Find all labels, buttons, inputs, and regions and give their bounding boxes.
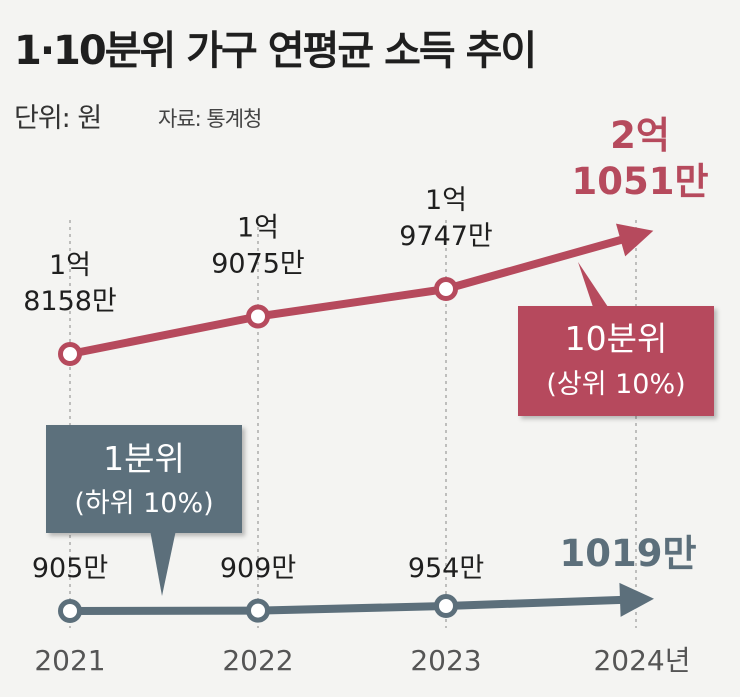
top-decile-label-2021-line1: 1억 (49, 250, 91, 281)
bottom-decile-line (69, 595, 627, 615)
bottom-decile-label-2023: 954만 (408, 553, 484, 584)
bottom-decile-callout-pointer (150, 530, 176, 596)
top-decile-label-2022-line1: 1억 (237, 212, 279, 243)
top-decile-label-2022-line2: 9075만 (211, 248, 305, 279)
source-label: 자료: 통계청 (158, 107, 262, 131)
x-tick-label-2022: 2022 (222, 644, 293, 677)
top-decile-callout-title: 10분위 (565, 319, 668, 358)
top-decile-label-2024-line1: 2억 (610, 114, 670, 157)
unit-label: 단위: 원 (14, 103, 102, 134)
top-decile-callout-subtitle: (상위 10%) (546, 369, 685, 400)
x-tick-label-2024: 2024년 (593, 644, 690, 677)
top-decile-point-2022 (246, 304, 270, 329)
top-decile-label-2023-line1: 1억 (425, 185, 467, 216)
bottom-decile-label-2022: 909만 (220, 553, 296, 584)
x-tick-label-2023: 2023 (410, 644, 481, 677)
bottom-decile-point-2021 (58, 599, 82, 623)
top-decile-point-2023 (434, 277, 458, 301)
bottom-decile-arrow-head (619, 582, 654, 617)
top-decile-label-2024-line2: 1051만 (571, 160, 708, 203)
bottom-decile-label-2024: 1019만 (559, 532, 696, 575)
top-decile-callout-pointer (578, 262, 614, 316)
top-decile-point-2021 (58, 342, 82, 366)
bottom-decile-callout-subtitle: (하위 10%) (74, 488, 213, 519)
bottom-decile-callout-box (46, 425, 242, 533)
bottom-decile-point-2022 (246, 598, 270, 623)
top-decile-arrow-head (616, 223, 654, 257)
bottom-decile-point-2023 (434, 594, 458, 618)
top-decile-label-2023-line2: 9747만 (399, 221, 493, 252)
top-decile-callout-box (518, 306, 714, 416)
top-decile-label-2021-line2: 8158만 (23, 286, 117, 317)
top-decile-line (69, 234, 628, 358)
bottom-decile-callout-title: 1분위 (103, 439, 185, 478)
chart-title: 1·10분위 가구 연평균 소득 추이 (14, 28, 537, 74)
bottom-decile-label-2021: 905만 (32, 553, 108, 584)
x-tick-label-2021: 2021 (34, 644, 105, 677)
